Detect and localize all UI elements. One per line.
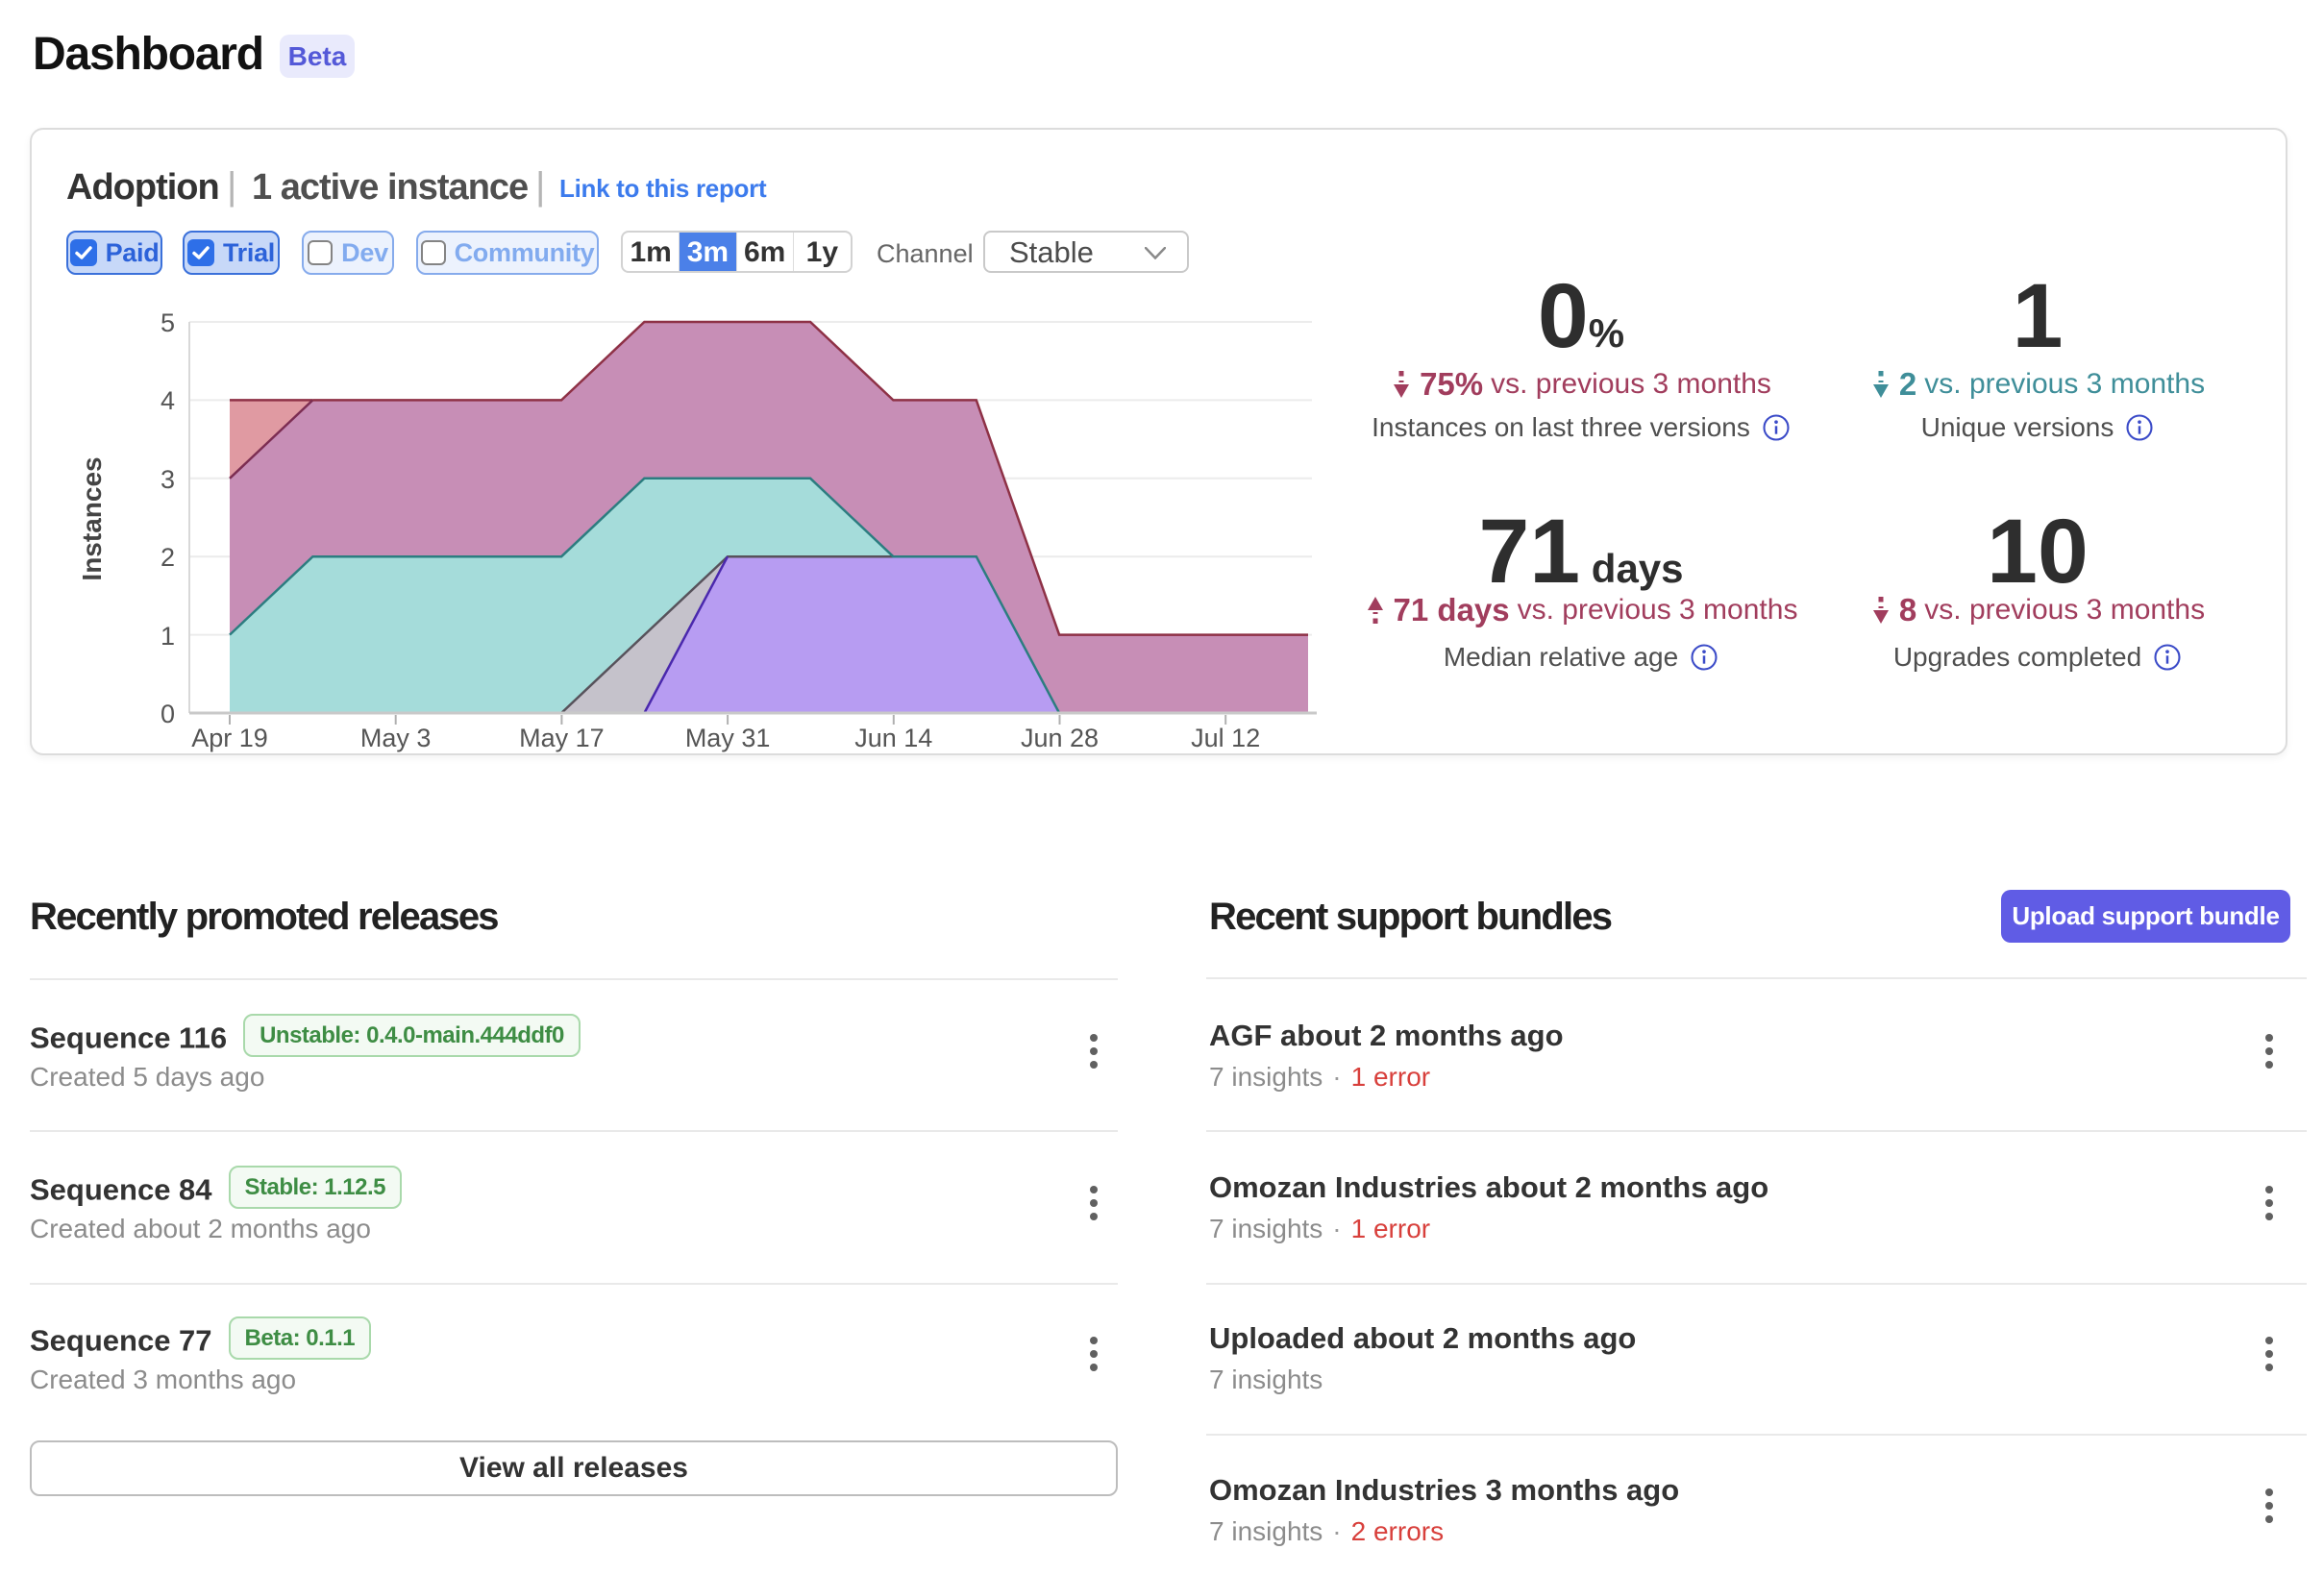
svg-text:4: 4	[161, 386, 175, 415]
svg-text:5: 5	[161, 308, 175, 337]
svg-text:Instances: Instances	[77, 456, 107, 580]
svg-text:May 31: May 31	[685, 724, 771, 752]
svg-text:Jun 14: Jun 14	[854, 724, 932, 752]
svg-text:0: 0	[161, 700, 175, 728]
svg-text:2: 2	[161, 543, 175, 572]
svg-text:3: 3	[161, 465, 175, 494]
svg-text:Jul 12: Jul 12	[1191, 724, 1260, 752]
svg-text:May 17: May 17	[519, 724, 605, 752]
svg-text:Apr 19: Apr 19	[191, 724, 268, 752]
svg-text:1: 1	[161, 622, 175, 651]
svg-text:Jun 28: Jun 28	[1021, 724, 1099, 752]
svg-text:May 3: May 3	[360, 724, 432, 752]
